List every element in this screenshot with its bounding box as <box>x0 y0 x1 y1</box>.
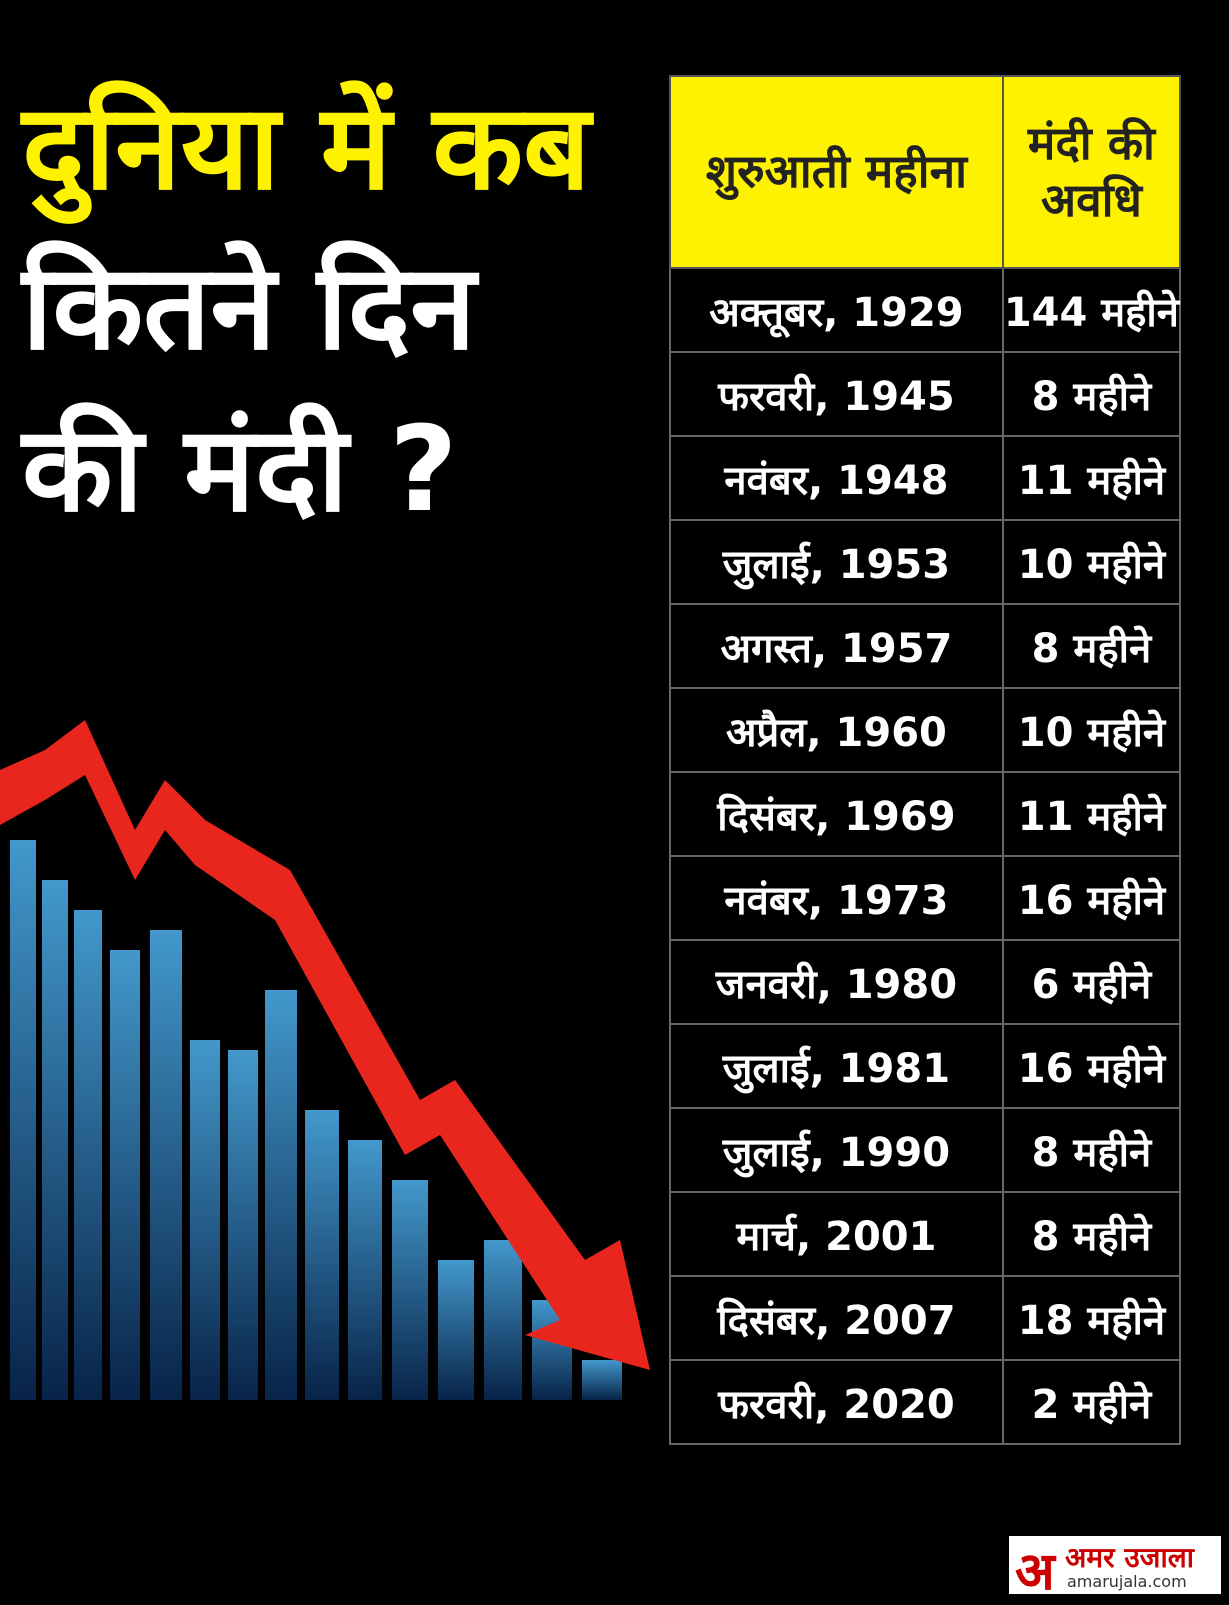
start-month-cell: अक्तूबर, 1929 <box>669 267 1004 353</box>
title-line: की मंदी ? <box>22 400 458 538</box>
duration-cell: 144 महीने <box>1001 267 1182 353</box>
duration-cell: 8 महीने <box>1001 603 1182 689</box>
duration-cell: 6 महीने <box>1001 939 1182 1025</box>
table-row: जुलाई, 1953 10 महीने <box>669 519 1182 605</box>
start-month-cell: नवंबर, 1948 <box>669 435 1004 521</box>
table-row: नवंबर, 1973 16 महीने <box>669 855 1182 941</box>
duration-cell: 8 महीने <box>1001 1191 1182 1277</box>
start-month-cell: अप्रैल, 1960 <box>669 687 1004 773</box>
start-month-cell: फरवरी, 1945 <box>669 351 1004 437</box>
table-row: मार्च, 2001 8 महीने <box>669 1191 1182 1277</box>
start-month-cell: जुलाई, 1990 <box>669 1107 1004 1193</box>
table-row: अगस्त, 1957 8 महीने <box>669 603 1182 689</box>
start-month-cell: अगस्त, 1957 <box>669 603 1004 689</box>
duration-cell: 10 महीने <box>1001 519 1182 605</box>
table-row: अप्रैल, 1960 10 महीने <box>669 687 1182 773</box>
table-row: फरवरी, 1945 8 महीने <box>669 351 1182 437</box>
table-row: दिसंबर, 1969 11 महीने <box>669 771 1182 857</box>
header-cell: शुरुआती महीना <box>669 75 1004 269</box>
duration-cell: 10 महीने <box>1001 687 1182 773</box>
duration-cell: 11 महीने <box>1001 771 1182 857</box>
start-month-cell: जनवरी, 1980 <box>669 939 1004 1025</box>
table-body: अक्तूबर, 1929 144 महीने फरवरी, 1945 8 महीने… <box>669 267 1182 1445</box>
start-month-cell: फरवरी, 2020 <box>669 1359 1004 1445</box>
start-month-cell: नवंबर, 1973 <box>669 855 1004 941</box>
title-line: दुनिया में कब <box>22 78 591 216</box>
duration-cell: 16 महीने <box>1001 855 1182 941</box>
duration-cell: 8 महीने <box>1001 1107 1182 1193</box>
duration-cell: 8 महीने <box>1001 351 1182 437</box>
table-row: जुलाई, 1981 16 महीने <box>669 1023 1182 1109</box>
table-row: अक्तूबर, 1929 144 महीने <box>669 267 1182 353</box>
table-row: दिसंबर, 2007 18 महीने <box>669 1275 1182 1361</box>
header-cell: मंदी की अवधि <box>1001 75 1182 269</box>
start-month-cell: जुलाई, 1953 <box>669 519 1004 605</box>
duration-cell: 11 महीने <box>1001 435 1182 521</box>
table-row: फरवरी, 2020 2 महीने <box>669 1359 1182 1445</box>
logo-url: amarujala.com <box>1067 1572 1187 1591</box>
logo-name: अमर उजाला <box>1065 1541 1194 1574</box>
recession-table: शुरुआती महीना मंदी की अवधि अक्तूबर, 1929… <box>669 75 1182 1445</box>
table-row: जुलाई, 1990 8 महीने <box>669 1107 1182 1193</box>
logo-mark: अ <box>1015 1542 1055 1602</box>
start-month-cell: मार्च, 2001 <box>669 1191 1004 1277</box>
duration-cell: 16 महीने <box>1001 1023 1182 1109</box>
decorative-arrow <box>0 720 650 1370</box>
table-row: जनवरी, 1980 6 महीने <box>669 939 1182 1025</box>
duration-cell: 2 महीने <box>1001 1359 1182 1445</box>
header-row: शुरुआती महीना मंदी की अवधि <box>669 75 1182 269</box>
title-line: कितने दिन <box>22 238 476 376</box>
table-row: नवंबर, 1948 11 महीने <box>669 435 1182 521</box>
start-month-cell: दिसंबर, 2007 <box>669 1275 1004 1361</box>
start-month-cell: दिसंबर, 1969 <box>669 771 1004 857</box>
start-month-cell: जुलाई, 1981 <box>669 1023 1004 1109</box>
background-illustration <box>0 720 650 1400</box>
logo: अ अमर उजाला amarujala.com <box>1009 1536 1221 1602</box>
duration-cell: 18 महीने <box>1001 1275 1182 1361</box>
decorative-bars <box>10 840 622 1400</box>
